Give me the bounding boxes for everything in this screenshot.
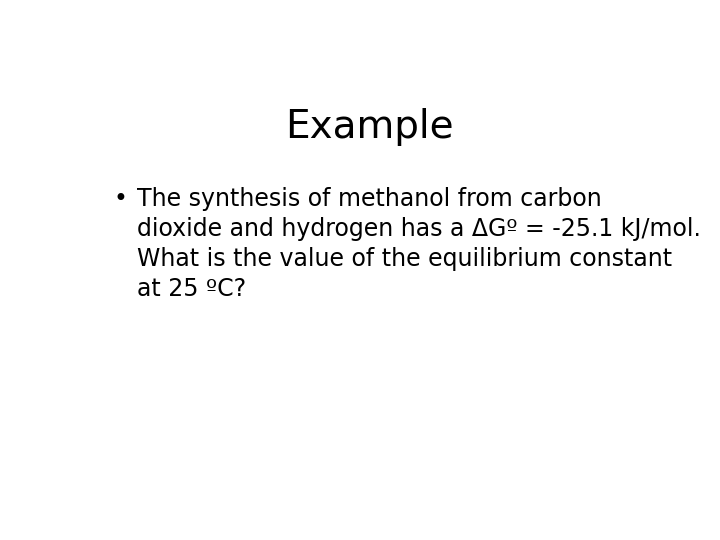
Text: The synthesis of methanol from carbon: The synthesis of methanol from carbon: [138, 187, 602, 212]
Text: Example: Example: [284, 109, 454, 146]
Text: •: •: [114, 187, 127, 212]
Text: at 25 ºC?: at 25 ºC?: [138, 277, 246, 301]
Text: dioxide and hydrogen has a ΔGº = -25.1 kJ/mol.: dioxide and hydrogen has a ΔGº = -25.1 k…: [138, 218, 701, 241]
Text: What is the value of the equilibrium constant: What is the value of the equilibrium con…: [138, 247, 672, 271]
